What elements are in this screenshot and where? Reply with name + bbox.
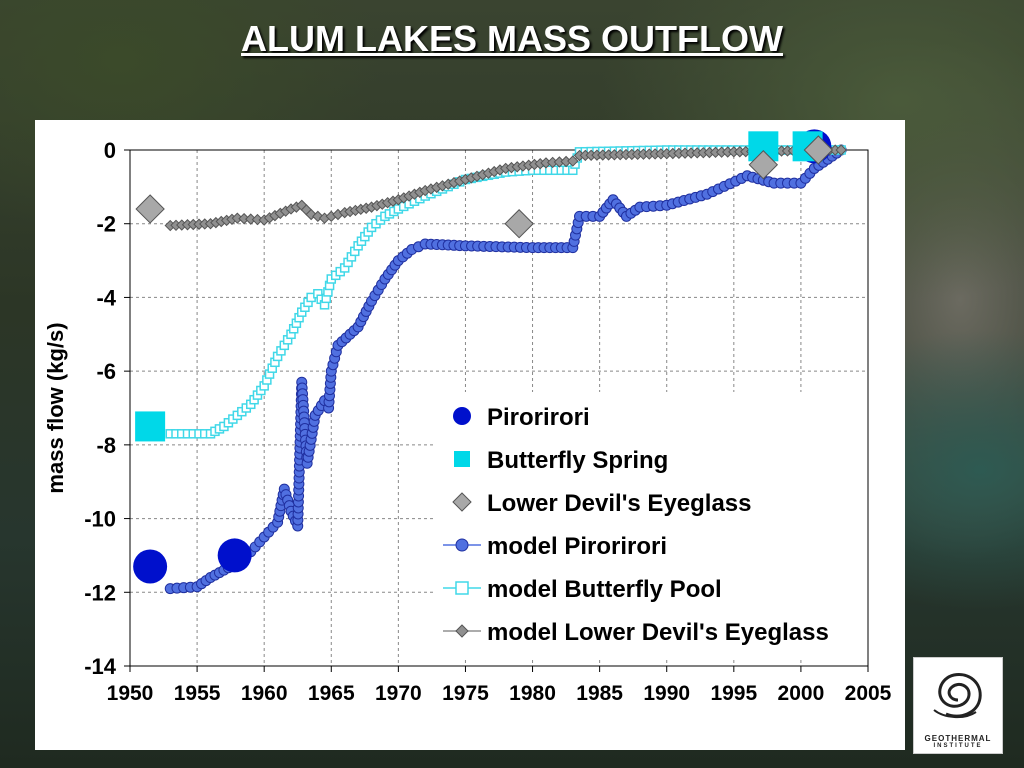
chart-panel: 1950 1955 1960 1965 1970 1975 1980 1985 1990 1995…	[35, 120, 905, 750]
legend-label: Pirorirori	[487, 404, 590, 431]
x-tick-label: 1950	[107, 682, 154, 705]
legend-item: Butterfly Spring	[454, 447, 668, 474]
legend-marker	[455, 624, 469, 638]
legend-label: Lower Devil's Eyeglass	[487, 490, 752, 517]
legend-marker	[455, 581, 469, 595]
logo-label: GEOTHERMAL INSTITUTE	[914, 734, 1002, 749]
legend-label: model Lower Devil's Eyeglass	[487, 619, 829, 646]
legend-item: Lower Devil's Eyeglass	[452, 490, 752, 517]
x-tick-label: 1975	[442, 682, 489, 705]
legend-label: model Pirorirori	[487, 533, 667, 560]
data-point	[135, 411, 166, 442]
y-tick-label: -12	[84, 580, 116, 605]
chart-legend: Pirorirori Butterfly Spring Lower Devil's …	[435, 392, 865, 658]
geothermal-institute-logo: GEOTHERMAL INSTITUTE	[913, 657, 1003, 754]
x-tick-label: 1965	[308, 682, 355, 705]
series-lower-devil-s-eyeglass	[135, 135, 834, 239]
logo-text: GEOTHERMAL	[924, 734, 992, 743]
y-tick-label: -14	[84, 654, 117, 679]
legend-marker	[452, 492, 472, 512]
data-point	[803, 135, 834, 165]
legend-marker	[453, 407, 471, 425]
plot-frame	[129, 149, 869, 667]
data-point	[748, 150, 779, 180]
series-model-pirorirori	[164, 144, 847, 595]
x-tick-label: 2000	[778, 682, 825, 705]
series-layer	[133, 129, 847, 595]
x-tick-label: 1990	[643, 682, 690, 705]
logo-subtext: INSTITUTE	[933, 743, 983, 749]
y-tick-label: 0	[104, 138, 116, 163]
data-point	[504, 209, 534, 239]
x-tick-label: 1970	[375, 682, 422, 705]
legend-background	[435, 392, 865, 658]
mass-outflow-chart: 1950 1955 1960 1965 1970 1975 1980 1985 1990 1995…	[43, 129, 892, 705]
x-tick-label: 1995	[710, 682, 757, 705]
x-tick-label: 1985	[576, 682, 623, 705]
legend-item: model Lower Devil's Eyeglass	[443, 619, 829, 646]
axis-ticks: 1950 1955 1960 1965 1970 1975 1980 1985 1990 1995…	[84, 138, 891, 705]
y-tick-label: -8	[96, 433, 116, 458]
data-point	[835, 144, 847, 156]
legend-item: Pirorirori	[453, 404, 590, 431]
x-tick-label: 1955	[174, 682, 221, 705]
legend-item: model Butterfly Pool	[443, 576, 722, 603]
y-tick-label: -6	[96, 359, 116, 384]
data-point	[133, 549, 168, 584]
x-tick-label: 1980	[509, 682, 556, 705]
series-line	[170, 149, 842, 435]
legend-label: Butterfly Spring	[487, 447, 668, 474]
legend-item: model Pirorirori	[443, 533, 667, 560]
legend-label: model Butterfly Pool	[487, 576, 722, 603]
x-tick-label: 2005	[845, 682, 892, 705]
y-tick-label: -4	[96, 285, 116, 310]
legend-marker	[455, 538, 469, 552]
data-point	[217, 538, 252, 573]
y-tick-label: -10	[84, 507, 116, 532]
legend-marker	[454, 451, 470, 467]
spiral-logo-icon	[933, 673, 982, 718]
y-axis-label: mass flow (kg/s)	[43, 322, 68, 493]
y-tick-label: -2	[96, 212, 116, 237]
data-point	[567, 155, 579, 167]
x-tick-label: 1960	[241, 682, 288, 705]
data-point	[135, 194, 165, 224]
series-model-lower-devil-s-eyeglass	[164, 144, 847, 232]
slide-title: ALUM LAKES MASS OUTFLOW	[241, 18, 783, 59]
